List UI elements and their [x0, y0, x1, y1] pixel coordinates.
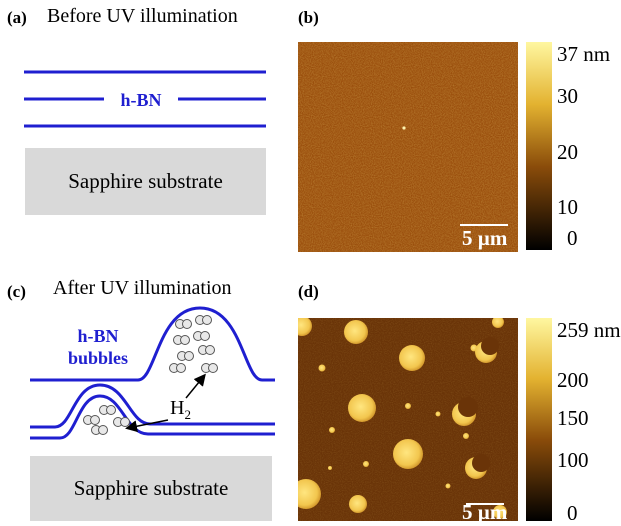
colorbar-d-tick-150: 150 — [557, 406, 589, 430]
afm-before-texture — [298, 42, 518, 252]
h2-label: H2 — [170, 397, 191, 423]
h2-label-main: H — [170, 397, 185, 419]
afm-image-before — [298, 42, 518, 252]
colorbar-d — [526, 318, 552, 521]
afm-before-particle — [402, 126, 406, 130]
bubbles-label-line2: bubbles — [67, 348, 129, 368]
bubbles-label-line1: h-BN — [77, 326, 119, 346]
h2-molecules-small-bubble — [83, 405, 130, 435]
hbn-top-layer-bubble — [30, 306, 275, 382]
panel-c-label: (c) — [7, 282, 26, 301]
colorbar-d-tick-0: 0 — [567, 501, 578, 525]
h2-molecules-large-bubble — [169, 315, 218, 373]
panel-b-label: (b) — [298, 8, 319, 27]
substrate-c: Sapphire substrate — [30, 456, 272, 521]
colorbar-b-tick-20: 20 — [557, 140, 578, 164]
h2-label-subscript: 2 — [184, 407, 191, 422]
afm-image-after — [298, 318, 518, 521]
arrow-to-large-bubble — [185, 373, 206, 399]
afm-crescent-bubbles — [452, 337, 499, 479]
hbn-bubbles-diagram — [30, 306, 275, 440]
scale-label-b: 5 µm — [462, 226, 508, 250]
hbn-label: h-BN — [120, 90, 162, 110]
colorbar-b-tick-10: 10 — [557, 195, 578, 219]
scale-label-d: 5 µm — [462, 500, 508, 524]
colorbar-d-tick-100: 100 — [557, 448, 589, 472]
panel-a-label: (a) — [7, 8, 27, 27]
substrate-a: Sapphire substrate — [25, 148, 266, 215]
afm-bubbles — [298, 318, 507, 519]
colorbar-d-tick-max: 259 nm — [557, 318, 621, 342]
colorbar-b — [526, 42, 552, 250]
panel-c-title: After UV illumination — [53, 277, 232, 299]
hbn-layers-diagram — [24, 70, 266, 128]
colorbar-b-tick-30: 30 — [557, 84, 578, 108]
colorbar-b-tick-max: 37 nm — [557, 42, 611, 66]
arrow-to-small-bubble — [125, 419, 169, 433]
panel-d-label: (d) — [298, 282, 319, 301]
panel-a-title: Before UV illumination — [47, 5, 238, 27]
colorbar-d-tick-200: 200 — [557, 368, 589, 392]
hbn-middle-layer-bubble — [30, 383, 275, 429]
colorbar-b-tick-0: 0 — [567, 226, 578, 250]
